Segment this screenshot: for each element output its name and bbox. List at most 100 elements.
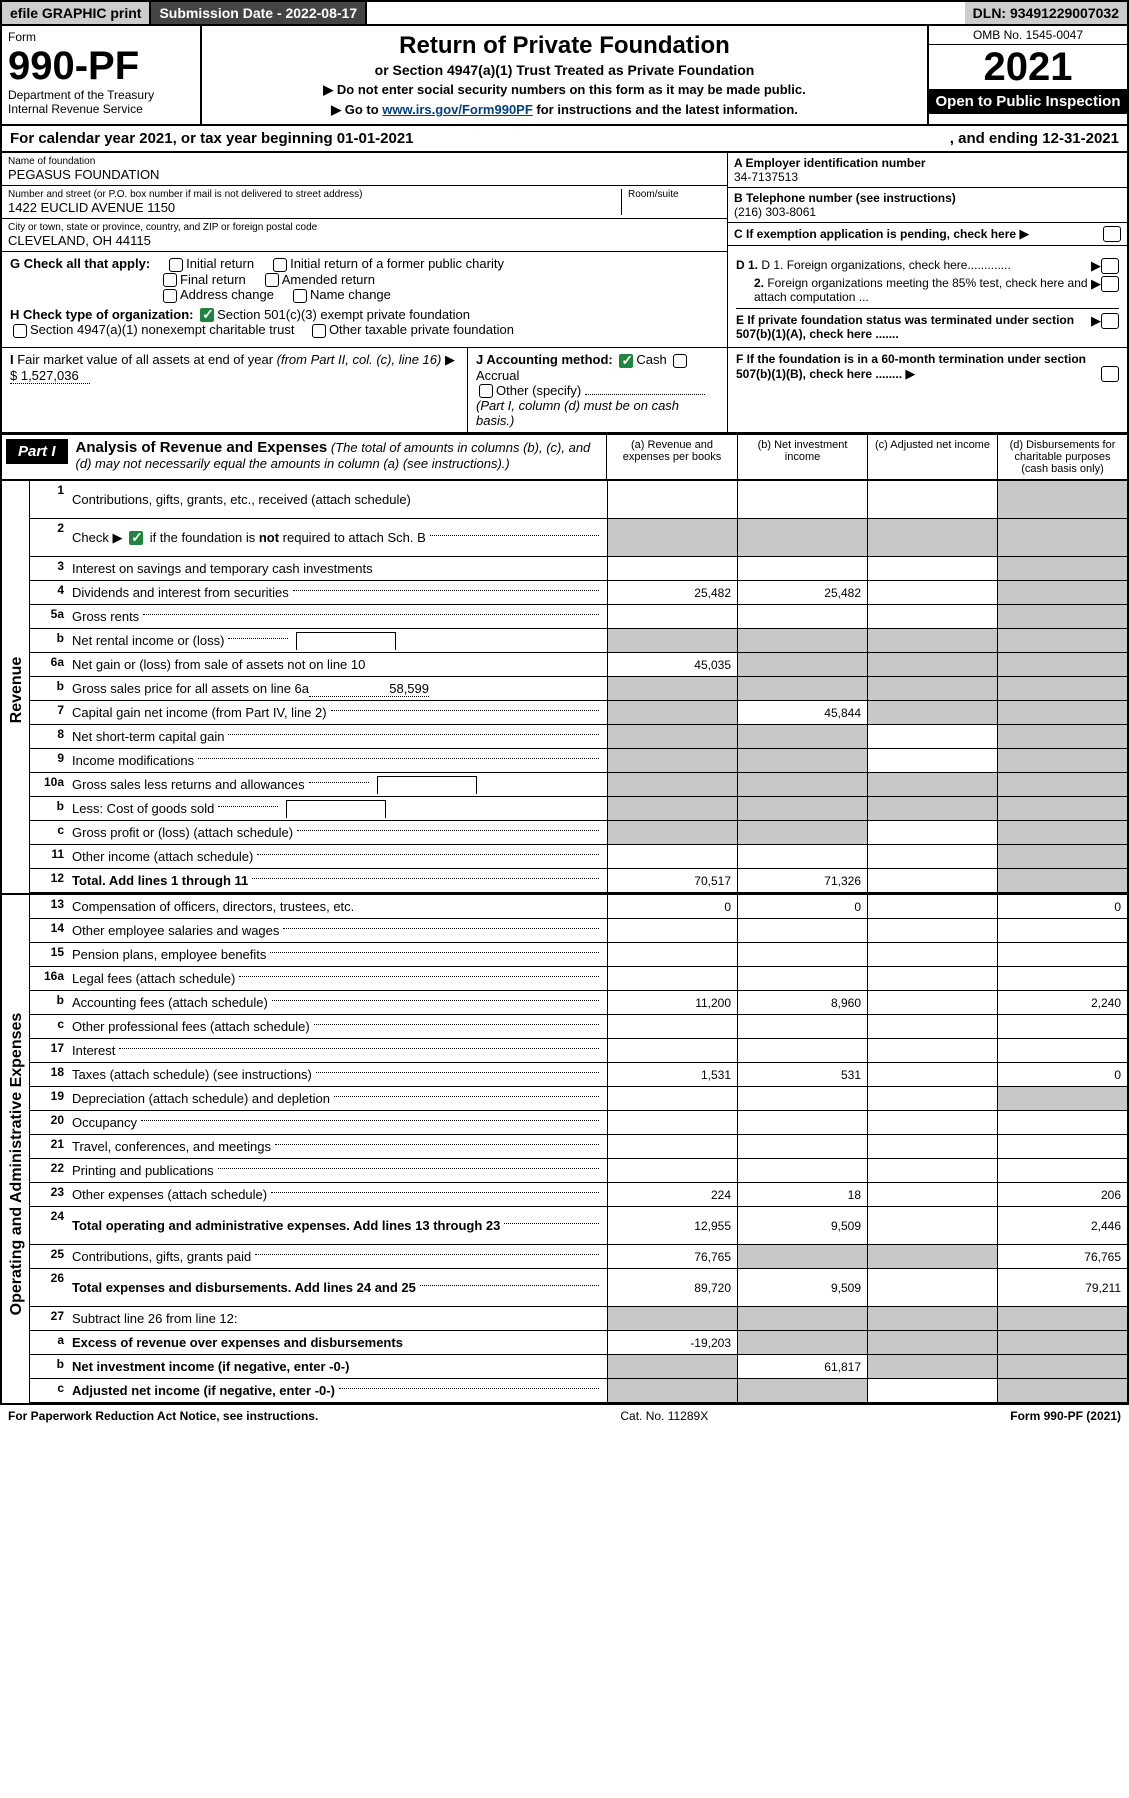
cell-d [997,605,1127,628]
table-row: 26Total expenses and disbursements. Add … [30,1269,1127,1307]
row-label: Taxes (attach schedule) (see instruction… [68,1063,607,1086]
row-number: 6a [30,653,68,676]
j-other[interactable] [479,384,493,398]
e-checkbox[interactable] [1101,313,1119,329]
cell-c [867,481,997,518]
cell-d [997,845,1127,868]
table-row: bAccounting fees (attach schedule)11,200… [30,991,1127,1015]
row-number: 25 [30,1245,68,1268]
cell-b: 0 [737,895,867,918]
row-number: 19 [30,1087,68,1110]
table-row: 21Travel, conferences, and meetings [30,1135,1127,1159]
form-number: 990-PF [8,46,194,86]
dept: Department of the Treasury [8,88,194,102]
efile-print[interactable]: efile GRAPHIC print [2,2,151,24]
footer-left: For Paperwork Reduction Act Notice, see … [8,1409,318,1423]
cell-b: 25,482 [737,581,867,604]
c-exemption-cell: C If exemption application is pending, c… [728,223,1127,246]
cell-a [607,821,737,844]
cell-b [737,749,867,772]
cell-d: 2,446 [997,1207,1127,1244]
table-row: 20Occupancy [30,1111,1127,1135]
cell-d: 0 [997,895,1127,918]
g-address-change[interactable] [163,289,177,303]
cell-a: 45,035 [607,653,737,676]
h-other-taxable[interactable] [312,324,326,338]
cell-b: 531 [737,1063,867,1086]
sub-input-box[interactable] [377,776,477,794]
cell-b [737,519,867,556]
part1-desc: Analysis of Revenue and Expenses (The to… [68,435,606,479]
cell-b [737,557,867,580]
row-label: Check ▶ if the foundation is not require… [68,519,607,556]
table-row: 4Dividends and interest from securities2… [30,581,1127,605]
header-center: Return of Private Foundation or Section … [202,26,927,124]
row-number: 24 [30,1207,68,1244]
cell-c [867,701,997,724]
cell-b: 8,960 [737,991,867,1014]
sub-input-box[interactable] [296,632,396,650]
form-word: Form [8,30,194,44]
cell-d [997,1087,1127,1110]
cell-c [867,1183,997,1206]
cell-c [867,1379,997,1402]
cell-a [607,773,737,796]
g-name-change[interactable] [293,289,307,303]
cell-c [867,1307,997,1330]
telephone-cell: B Telephone number (see instructions) (2… [728,188,1127,223]
table-row: 6aNet gain or (loss) from sale of assets… [30,653,1127,677]
j-cash[interactable] [619,354,633,368]
cell-b [737,773,867,796]
cell-b [737,797,867,820]
table-row: bLess: Cost of goods sold [30,797,1127,821]
row-number: 26 [30,1269,68,1306]
table-row: 3Interest on savings and temporary cash … [30,557,1127,581]
foundation-name-cell: Name of foundation PEGASUS FOUNDATION [2,153,727,186]
cell-c [867,967,997,990]
cell-c [867,725,997,748]
cell-b: 9,509 [737,1269,867,1306]
g-amended-return[interactable] [265,273,279,287]
cell-d [997,1331,1127,1354]
row-number: 7 [30,701,68,724]
open-to-public: Open to Public Inspection [929,89,1127,114]
cell-b [737,943,867,966]
h-501c3[interactable] [200,308,214,322]
row-label: Other employee salaries and wages [68,919,607,942]
row-number: 8 [30,725,68,748]
cell-c [867,845,997,868]
g-initial-former[interactable] [273,258,287,272]
d1-checkbox[interactable] [1101,258,1119,274]
row-number: b [30,1355,68,1378]
form-link[interactable]: www.irs.gov/Form990PF [382,102,533,117]
form-subtitle: or Section 4947(a)(1) Trust Treated as P… [212,62,917,78]
row-number: b [30,629,68,652]
cell-d [997,943,1127,966]
cell-d [997,869,1127,892]
schedule-b-checkbox[interactable] [129,531,143,545]
row-number: 11 [30,845,68,868]
sub-input-box[interactable] [286,800,386,818]
cell-b [737,1307,867,1330]
cell-d [997,557,1127,580]
revenue-table: Revenue 1Contributions, gifts, grants, e… [0,481,1129,895]
cell-a [607,1039,737,1062]
cell-d [997,1159,1127,1182]
g-final-return[interactable] [163,273,177,287]
h-4947[interactable] [13,324,27,338]
c-checkbox[interactable] [1103,226,1121,242]
cell-a [607,1307,737,1330]
d2-checkbox[interactable] [1101,276,1119,292]
row-number: c [30,821,68,844]
col-c-header: (c) Adjusted net income [867,435,997,479]
g-initial-return[interactable] [169,258,183,272]
cell-c [867,1063,997,1086]
cell-a [607,725,737,748]
j-accrual[interactable] [673,354,687,368]
cell-c [867,557,997,580]
f-checkbox[interactable] [1101,366,1119,382]
cell-d [997,919,1127,942]
table-row: 1Contributions, gifts, grants, etc., rec… [30,481,1127,519]
inline-value: 58,599 [309,681,429,697]
row-label: Legal fees (attach schedule) [68,967,607,990]
